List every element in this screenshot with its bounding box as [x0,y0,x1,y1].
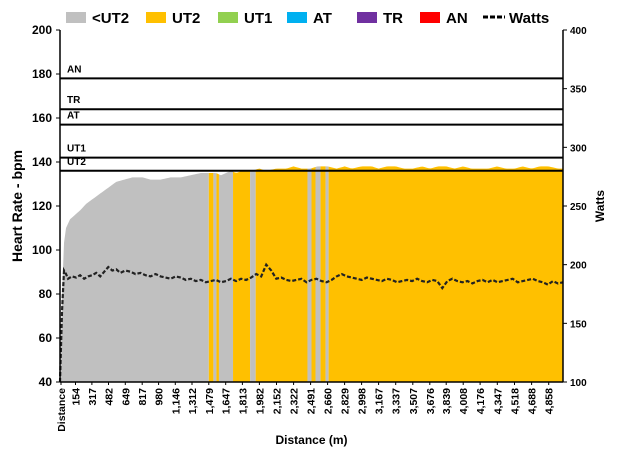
legend-swatch-an [420,12,440,23]
x-tick-label: 3,167 [374,388,386,414]
legend-swatch-ut2 [146,12,166,23]
x-tick-label: 2,660 [323,388,335,414]
x-tick-label: 980 [154,388,166,406]
hr-area-segment [60,173,209,382]
hr-area-segment [255,166,308,382]
x-tick-label: 3,676 [425,388,437,414]
hr-area-segment [328,166,563,382]
legend-swatch-at [287,12,307,23]
zone-label-tr: TR [67,95,81,106]
x-tick-label: 2,829 [340,388,352,414]
x-tick-label: 317 [87,388,99,406]
x-tick-label: 1,479 [204,388,216,414]
y-tick-label: 140 [32,155,52,169]
x-tick-label: 817 [137,388,149,406]
x-tick-label: 2,322 [289,388,301,414]
hr-area-segment [218,170,234,382]
y2-tick-label: 200 [570,261,587,272]
legend-swatch-below-ut2 [66,12,86,23]
y-tick-label: 160 [32,111,52,125]
x-axis-title: Distance (m) [275,433,347,447]
hr-area-segment [320,166,326,382]
hr-area-segment [233,170,251,382]
zone-label-ut2: UT2 [67,157,86,168]
watts-line [58,262,564,383]
x-tick-label: 649 [120,388,132,406]
y-tick-label: 180 [32,67,52,81]
legend-label: AN [446,10,468,27]
x-tick-label: 482 [103,388,115,406]
legend-swatch-ut1 [218,12,238,23]
y-tick-label: 60 [39,331,53,345]
hr-area-segment [213,173,217,382]
x-tick-label: 1,312 [187,388,199,414]
hr-area-segment [311,167,316,382]
x-first-label: Distance [56,388,68,432]
y-tick-label: 80 [39,287,53,301]
x-tick-label: 4,688 [527,388,539,414]
x-tick-label: 1,813 [237,388,249,414]
hr-area-segment [325,166,329,382]
x-tick-label: 3,507 [408,388,420,414]
y-tick-label: 40 [39,375,53,389]
zone-label-an: AN [67,64,81,75]
x-tick-label: 4,176 [475,388,487,414]
x-tick-label: 1,982 [254,388,266,414]
y2-tick-label: 400 [570,26,587,37]
legend-label: Watts [509,10,549,27]
x-tick-label: 2,152 [271,388,283,414]
y2-tick-label: 250 [570,202,587,213]
hr-area-segment [315,166,321,382]
legend-label: TR [383,10,403,27]
hr-area-segment [216,173,219,382]
legend-label: AT [313,10,332,27]
legend-label: UT2 [172,10,200,27]
x-tick-label: 4,347 [492,388,504,414]
x-tick-label: 3,839 [441,388,453,414]
y2-tick-label: 150 [570,319,587,330]
x-tick-label: 2,998 [357,388,369,414]
x-tick-label: 1,647 [221,388,233,414]
y2-axis-title: Watts [593,190,607,223]
hr-area-segment [208,173,214,382]
y-tick-label: 200 [32,23,52,37]
x-tick-label: 1,146 [170,388,182,414]
zone-label-at: AT [67,111,80,122]
hr-area-segment [307,168,312,382]
y2-tick-label: 350 [570,85,587,96]
legend-label: <UT2 [92,10,129,27]
x-tick-label: 3,337 [391,388,403,414]
y-axis-title: Heart Rate - bpm [9,150,25,262]
x-tick-label: 4,858 [544,388,556,414]
y-tick-label: 120 [32,199,52,213]
legend-label: UT1 [244,10,272,27]
x-tick-label: 154 [70,388,82,406]
legend-swatch-tr [357,12,377,23]
y2-tick-label: 100 [570,378,587,389]
y2-tick-label: 300 [570,143,587,154]
x-tick-label: 4,518 [510,388,522,414]
x-tick-label: 2,491 [306,388,318,414]
y-tick-label: 100 [32,243,52,257]
zone-label-ut1: UT1 [67,144,86,155]
x-tick-label: 4,008 [458,388,470,414]
